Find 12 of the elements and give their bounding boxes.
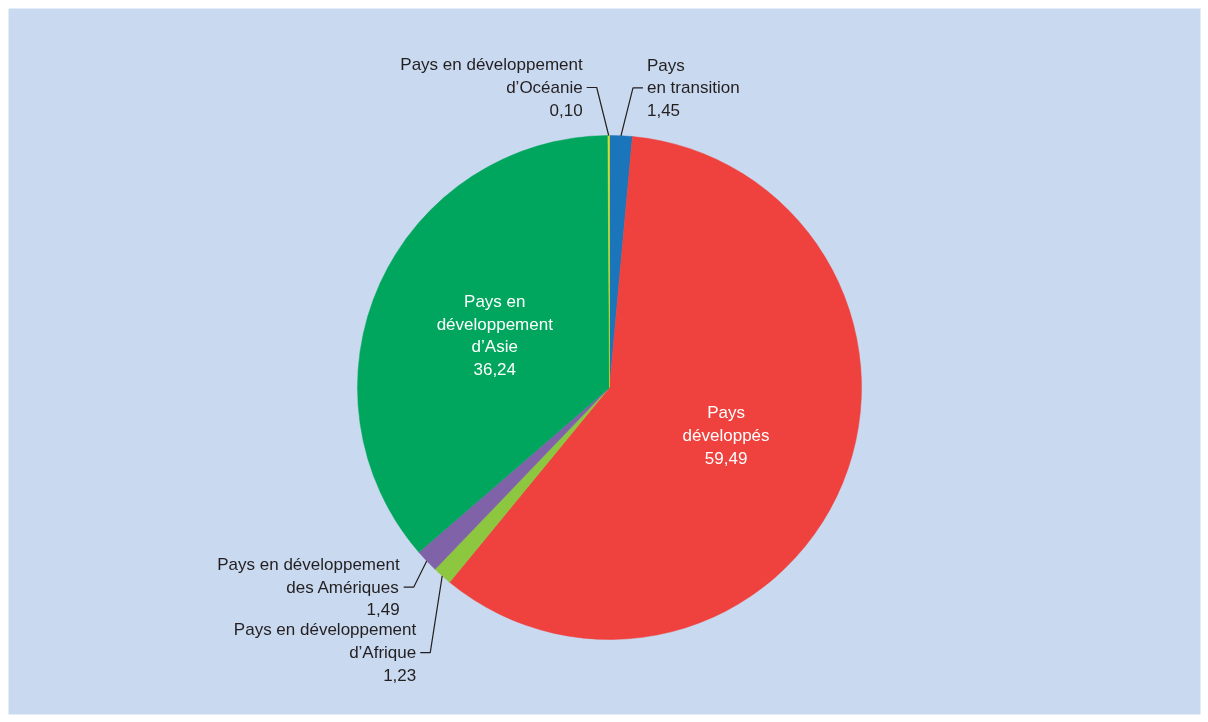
slice-label: Pays en développement d’Asie bbox=[436, 291, 554, 357]
slice-label: Pays en développement des Amériques bbox=[217, 554, 400, 597]
slice-label: Pays en transition bbox=[646, 55, 740, 98]
slice-label: Pays en développement d’Afrique bbox=[233, 620, 417, 663]
data-label: 36,24 bbox=[473, 360, 517, 380]
slice-label: Pays développés bbox=[682, 403, 770, 445]
data-label: 1,49 bbox=[366, 600, 400, 620]
data-label: 59,49 bbox=[704, 448, 748, 468]
data-label: 0,10 bbox=[549, 100, 583, 120]
data-label: 1,45 bbox=[646, 101, 681, 121]
data-label: 1,23 bbox=[383, 665, 417, 685]
slice-label: Pays en développement d’Océanie bbox=[400, 55, 583, 97]
